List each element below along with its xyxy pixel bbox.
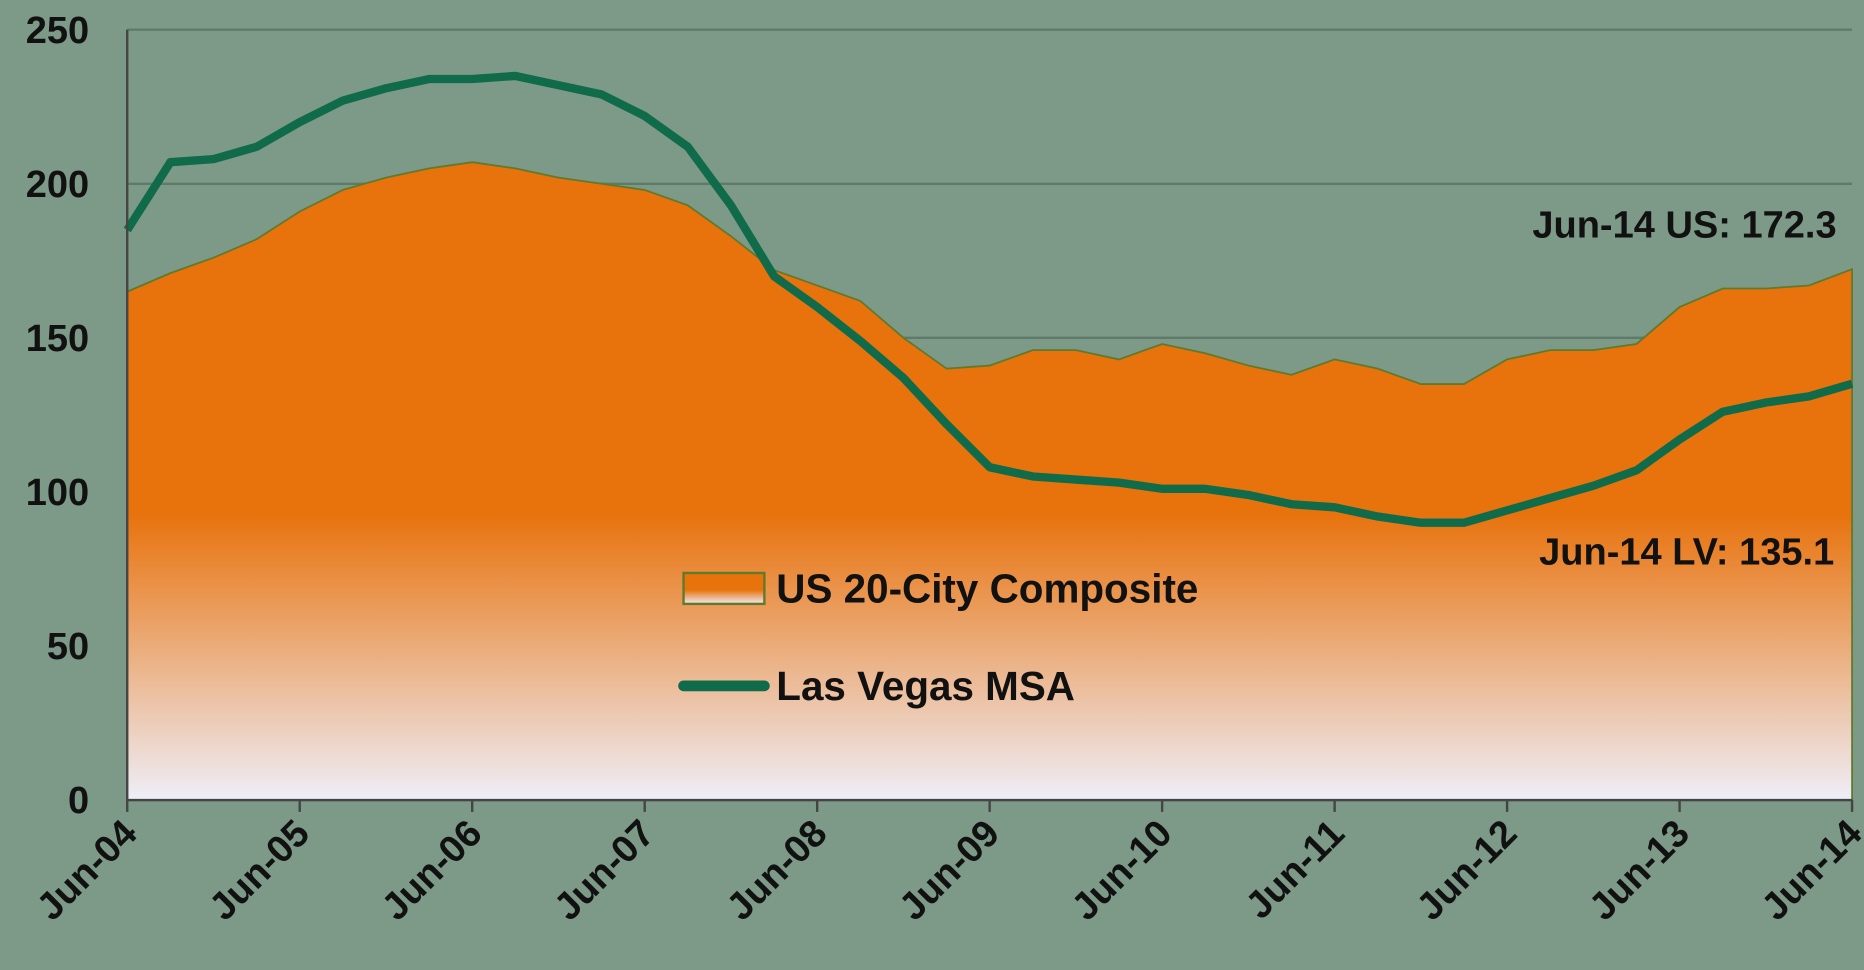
y-tick-label: 50 bbox=[47, 626, 89, 668]
x-tick-label: Jun-05 bbox=[202, 812, 318, 928]
legend-swatch bbox=[682, 571, 766, 606]
annotation: Jun-14 US: 172.3 bbox=[1532, 205, 1836, 247]
x-tick-label: Jun-14 bbox=[1754, 812, 1864, 928]
y-tick-label: 250 bbox=[26, 10, 89, 52]
x-tick-label: Jun-10 bbox=[1064, 812, 1180, 928]
area bbox=[126, 161, 1853, 801]
annotation: Jun-14 LV: 135.1 bbox=[1539, 532, 1834, 574]
y-tick-label: 150 bbox=[26, 318, 89, 360]
x-tick-label: Jun-04 bbox=[29, 812, 145, 928]
x-tick-label: Jun-07 bbox=[547, 812, 663, 928]
legend-label: Las Vegas MSA bbox=[776, 663, 1075, 709]
y-tick-label: 0 bbox=[68, 780, 89, 822]
legend-label: US 20-City Composite bbox=[776, 566, 1198, 612]
x-tick-label: Jun-11 bbox=[1238, 812, 1353, 927]
x-tick-label: Jun-08 bbox=[719, 812, 835, 928]
line bbox=[123, 71, 1854, 527]
y-tick-label: 100 bbox=[26, 472, 89, 514]
x-tick-label: Jun-12 bbox=[1409, 812, 1525, 928]
y-tick-label: 200 bbox=[26, 164, 89, 206]
x-tick-label: Jun-13 bbox=[1581, 812, 1697, 928]
x-tick-label: Jun-09 bbox=[892, 812, 1008, 928]
x-tick-label: Jun-06 bbox=[374, 812, 490, 928]
